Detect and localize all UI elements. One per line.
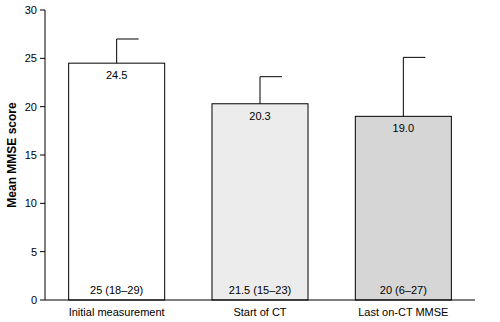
data-label: 20.3: [249, 110, 270, 122]
y-tick: [40, 58, 45, 59]
error-bar: [260, 77, 261, 104]
bar: [69, 63, 165, 300]
y-tick-label: 5: [31, 246, 37, 258]
bar: [212, 104, 308, 300]
y-tick-label: 10: [25, 197, 37, 209]
error-cap: [260, 76, 282, 77]
y-tick-label: 0: [31, 294, 37, 306]
annotation: 21.5 (15–23): [229, 284, 291, 296]
y-tick: [40, 300, 45, 301]
y-tick: [40, 155, 45, 156]
x-tick-label: Start of CT: [233, 306, 286, 318]
y-tick: [40, 251, 45, 252]
chart: Mean MMSE score 0 5 10 15 20 25 30 24.5 25 (18–29…: [0, 0, 500, 322]
x-axis: [45, 300, 475, 301]
y-tick-label: 20: [25, 101, 37, 113]
y-axis: [45, 10, 46, 300]
y-tick: [40, 203, 45, 204]
error-cap: [403, 57, 425, 58]
annotation: 20 (6–27): [380, 284, 427, 296]
error-bar: [116, 39, 117, 63]
y-tick: [40, 10, 45, 11]
error-bar: [403, 57, 404, 116]
data-label: 19.0: [393, 122, 414, 134]
x-tick-label: Last on-CT MMSE: [358, 306, 448, 318]
annotation: 25 (18–29): [90, 284, 143, 296]
data-label: 24.5: [106, 69, 127, 81]
y-axis-label: Mean MMSE score: [5, 102, 19, 208]
x-tick-label: Initial measurement: [69, 306, 165, 318]
y-tick-label: 30: [25, 4, 37, 16]
error-cap: [117, 39, 139, 40]
bar: [355, 116, 451, 300]
y-tick-label: 25: [25, 52, 37, 64]
y-tick-label: 15: [25, 149, 37, 161]
y-tick: [40, 106, 45, 107]
